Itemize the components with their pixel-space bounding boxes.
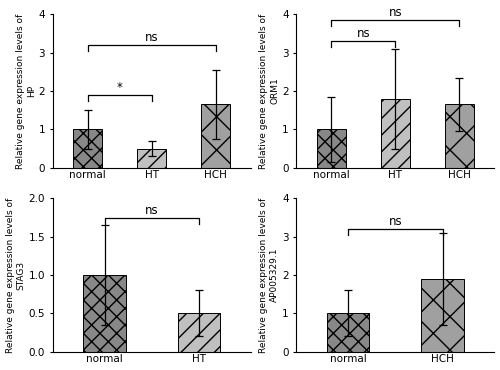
Bar	[422, 279, 464, 352]
Bar	[445, 104, 474, 168]
Y-axis label: Relative gene expression levels of
STAG3: Relative gene expression levels of STAG3	[6, 197, 25, 353]
Text: ns: ns	[145, 31, 158, 44]
Y-axis label: Relative gene expression levels of
HP: Relative gene expression levels of HP	[16, 13, 36, 169]
Y-axis label: Relative gene expression levels of
ORM1: Relative gene expression levels of ORM1	[259, 13, 280, 169]
Y-axis label: Relative gene expression levels of
AP005329.1: Relative gene expression levels of AP005…	[259, 197, 280, 353]
Bar	[178, 313, 220, 352]
Bar	[202, 104, 230, 168]
Text: *: *	[117, 81, 122, 94]
Bar	[138, 148, 166, 168]
Bar	[381, 99, 410, 168]
Text: ns: ns	[388, 215, 402, 228]
Text: ns: ns	[145, 204, 158, 217]
Text: ns: ns	[388, 6, 402, 19]
Bar	[74, 130, 102, 168]
Bar	[327, 313, 370, 352]
Bar	[84, 275, 126, 352]
Bar	[317, 130, 346, 168]
Text: ns: ns	[356, 27, 370, 40]
